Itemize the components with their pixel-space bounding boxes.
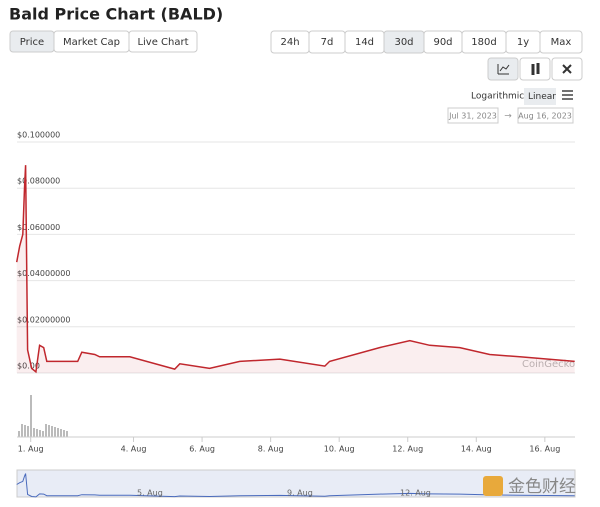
date-input[interactable]	[447, 107, 499, 124]
volume-bar	[45, 424, 47, 437]
x-tick-label: 12. Aug	[392, 445, 423, 454]
candle-icon	[531, 63, 540, 75]
volume-bar	[60, 429, 62, 437]
footer-watermark: 金色财经	[508, 477, 576, 497]
watermark: CoinGecko	[522, 359, 575, 370]
scale-active[interactable]	[524, 88, 556, 105]
y-tick-label: $0.100000	[17, 131, 60, 140]
volume-bar	[18, 431, 20, 437]
range-label[interactable]: 90d	[433, 37, 452, 48]
range-label[interactable]: 24h	[280, 37, 299, 48]
x-tick-label: 8. Aug	[258, 445, 284, 454]
navigator-label: 5. Aug	[137, 489, 163, 498]
volume-bar	[42, 431, 44, 437]
logo-icon	[483, 476, 503, 496]
volume-bar	[66, 431, 68, 437]
date-from[interactable]: Jul 31, 2023	[448, 112, 497, 121]
page-title: Bald Price Chart (BALD)	[9, 5, 223, 24]
y-tick-label: $0.080000	[17, 177, 60, 186]
navigator[interactable]	[16, 469, 576, 498]
date-input[interactable]	[517, 107, 574, 124]
x-tick-label: 10. Aug	[324, 445, 355, 454]
y-tick-label: $0.00	[17, 362, 40, 371]
date-to[interactable]: Aug 16, 2023	[518, 112, 572, 121]
navigator-line	[16, 473, 575, 498]
volume-panel	[17, 390, 575, 437]
volume-bar	[48, 425, 50, 437]
range-label[interactable]: 180d	[471, 37, 496, 48]
volume-bar	[39, 430, 41, 437]
volume-bar	[51, 426, 53, 437]
x-tick-label: 16. Aug	[529, 445, 560, 454]
y-tick-label: $0.04000000	[17, 269, 70, 278]
volume-bar	[36, 429, 38, 437]
line-icon	[497, 64, 510, 75]
tab-button[interactable]	[128, 30, 198, 53]
volume-bar	[54, 427, 56, 437]
range-label[interactable]: Max	[551, 37, 572, 48]
price-line	[15, 165, 575, 374]
tab-label[interactable]: Price	[20, 37, 44, 48]
volume-bar	[63, 430, 65, 437]
range-button[interactable]	[539, 30, 583, 54]
y-tick-label: $0.02000000	[17, 315, 70, 324]
x-tick-label: 6. Aug	[189, 445, 215, 454]
chart-type-button[interactable]	[519, 57, 551, 81]
range-label[interactable]: 30d	[394, 37, 413, 48]
x-tick-label: 4. Aug	[121, 445, 147, 454]
volume-bar	[24, 425, 26, 437]
chart-type-button[interactable]	[487, 57, 519, 81]
scale-option[interactable]: Linear	[528, 92, 556, 102]
range-label[interactable]: 1y	[517, 37, 529, 48]
navigator-label: 9. Aug	[287, 489, 313, 498]
menu-icon[interactable]	[562, 90, 573, 100]
volume-bar	[30, 395, 32, 437]
volume-bar	[57, 428, 59, 437]
x-tick-label: 14. Aug	[461, 445, 492, 454]
expand-icon	[562, 64, 572, 74]
y-tick-label: $0.060000	[17, 223, 60, 232]
volume-bar	[33, 428, 35, 437]
tab-label[interactable]: Market Cap	[63, 37, 120, 48]
date-arrow: →	[504, 112, 512, 122]
scale-option[interactable]: Logarithmic	[471, 92, 524, 102]
x-tick-label: 1. Aug	[18, 445, 44, 454]
volume-bar	[27, 426, 29, 437]
navigator-label: 12. Aug	[400, 489, 431, 498]
tab-label[interactable]: Live Chart	[137, 37, 188, 48]
volume-bar	[21, 424, 23, 437]
price-area	[16, 165, 575, 373]
range-label[interactable]: 7d	[321, 37, 334, 48]
range-label[interactable]: 14d	[355, 37, 374, 48]
